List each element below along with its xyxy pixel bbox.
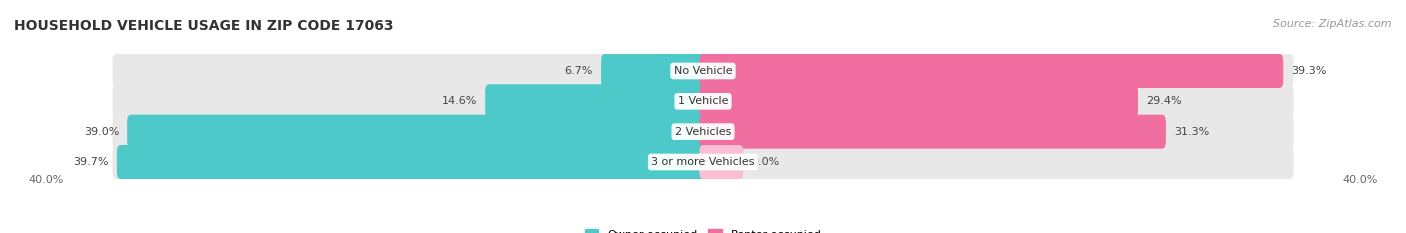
Text: 39.3%: 39.3% bbox=[1291, 66, 1327, 76]
Text: 39.0%: 39.0% bbox=[84, 127, 120, 137]
FancyBboxPatch shape bbox=[699, 115, 1166, 149]
Text: 39.7%: 39.7% bbox=[73, 157, 108, 167]
Text: No Vehicle: No Vehicle bbox=[673, 66, 733, 76]
Text: 40.0%: 40.0% bbox=[1343, 175, 1378, 185]
FancyBboxPatch shape bbox=[112, 84, 1294, 118]
Text: 2 Vehicles: 2 Vehicles bbox=[675, 127, 731, 137]
Legend: Owner-occupied, Renter-occupied: Owner-occupied, Renter-occupied bbox=[581, 224, 825, 233]
FancyBboxPatch shape bbox=[485, 84, 707, 118]
FancyBboxPatch shape bbox=[117, 145, 707, 179]
FancyBboxPatch shape bbox=[127, 115, 707, 149]
Text: 31.3%: 31.3% bbox=[1174, 127, 1209, 137]
FancyBboxPatch shape bbox=[699, 84, 1137, 118]
Text: Source: ZipAtlas.com: Source: ZipAtlas.com bbox=[1274, 19, 1392, 29]
Text: 29.4%: 29.4% bbox=[1146, 96, 1181, 106]
Text: 40.0%: 40.0% bbox=[28, 175, 63, 185]
Text: 1 Vehicle: 1 Vehicle bbox=[678, 96, 728, 106]
FancyBboxPatch shape bbox=[699, 145, 744, 179]
Text: 0.0%: 0.0% bbox=[751, 157, 780, 167]
Text: 14.6%: 14.6% bbox=[441, 96, 477, 106]
Text: HOUSEHOLD VEHICLE USAGE IN ZIP CODE 17063: HOUSEHOLD VEHICLE USAGE IN ZIP CODE 1706… bbox=[14, 19, 394, 33]
FancyBboxPatch shape bbox=[600, 54, 707, 88]
Text: 6.7%: 6.7% bbox=[565, 66, 593, 76]
FancyBboxPatch shape bbox=[112, 115, 1294, 149]
Text: 3 or more Vehicles: 3 or more Vehicles bbox=[651, 157, 755, 167]
FancyBboxPatch shape bbox=[112, 145, 1294, 179]
FancyBboxPatch shape bbox=[699, 54, 1284, 88]
FancyBboxPatch shape bbox=[112, 54, 1294, 88]
